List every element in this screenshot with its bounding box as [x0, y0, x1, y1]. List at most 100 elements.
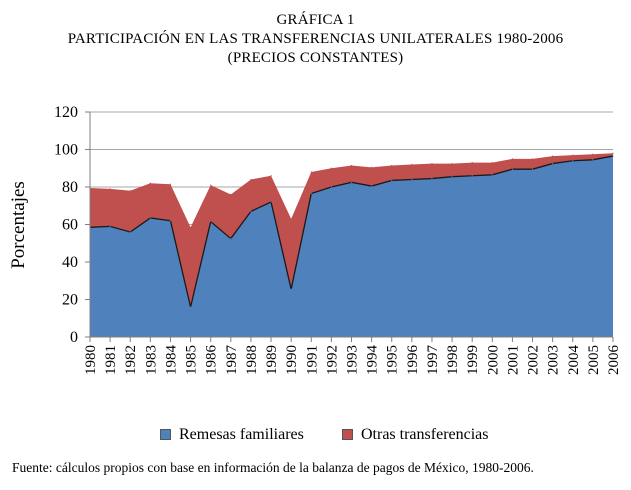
point-otras [330, 167, 332, 169]
y-tick-label: 100 [54, 142, 78, 159]
x-tick-label: 1988 [244, 345, 260, 375]
x-tick-label: 1987 [224, 345, 240, 376]
point-remesas [230, 237, 232, 240]
y-tick-labels: 0 20 40 60 80 100 120 [54, 104, 78, 346]
x-tick-label: 2001 [505, 345, 521, 375]
point-otras [290, 218, 292, 220]
x-tick-label: 1990 [284, 345, 300, 375]
point-otras [230, 193, 232, 196]
point-remesas [592, 159, 594, 161]
y-tick-label: 0 [70, 329, 78, 346]
stacked-area-chart: 0 20 40 60 80 100 120 1980 1981 1982 1983 1984 1985… [8, 104, 622, 376]
x-tick-label: 1994 [365, 345, 381, 376]
x-tick-label: 2005 [586, 345, 602, 375]
point-remesas [491, 174, 493, 176]
point-otras [511, 158, 514, 160]
chart-title: PARTICIPACIÓN EN LAS TRANSFERENCIAS UNIL… [67, 31, 564, 47]
point-otras [471, 162, 473, 164]
point-remesas [531, 168, 534, 170]
point-remesas [451, 176, 453, 178]
series-areas [89, 152, 614, 337]
point-otras [149, 182, 151, 184]
point-remesas [169, 220, 172, 222]
point-remesas [371, 185, 373, 187]
x-tick-label: 1985 [184, 345, 200, 375]
x-tick-label: 1998 [445, 345, 461, 375]
point-remesas [572, 160, 574, 162]
point-otras [451, 162, 453, 165]
x-tick-label: 2002 [526, 345, 542, 375]
chart-subtitle: (PRECIOS CONSTANTES) [227, 50, 404, 66]
point-otras [572, 154, 574, 156]
legend-item-otras: Otras transferencias [342, 426, 489, 444]
point-remesas [330, 186, 332, 188]
x-tick-label: 1983 [143, 345, 159, 375]
point-remesas [350, 181, 353, 183]
y-axis-label: Porcentajes [8, 181, 29, 269]
point-remesas [210, 221, 212, 223]
point-otras [109, 188, 111, 190]
x-tick-label: 2003 [546, 345, 562, 375]
legend-swatch-remesas [160, 428, 171, 440]
x-tick-label: 1995 [385, 345, 401, 375]
x-tick-label: 1984 [163, 345, 179, 376]
point-remesas [552, 162, 554, 165]
legend-swatch-otras [342, 428, 353, 440]
point-remesas [149, 217, 151, 219]
x-tick-label: 1989 [264, 345, 280, 375]
x-tick-label: 1993 [345, 345, 361, 375]
point-otras [189, 226, 192, 228]
point-otras [371, 166, 373, 168]
x-tick-label: 1999 [465, 345, 481, 375]
point-remesas [109, 225, 111, 227]
point-otras [310, 171, 312, 173]
area-otras [90, 153, 613, 307]
point-otras [391, 164, 393, 167]
point-otras [270, 175, 272, 177]
x-tick-label: 1996 [405, 345, 421, 376]
point-remesas [411, 178, 413, 181]
area-remesas [90, 156, 613, 337]
point-otras [210, 184, 212, 186]
point-remesas [290, 288, 292, 290]
point-remesas [612, 155, 614, 157]
x-tick-label: 1992 [324, 345, 340, 375]
point-otras [531, 158, 534, 160]
point-otras [431, 162, 433, 165]
point-otras [592, 153, 594, 155]
x-tick-labels: 1980 1981 1982 1983 1984 1985 1986 1987 1988 1989… [83, 345, 622, 376]
x-tick-label: 1981 [103, 345, 119, 375]
y-tick-label: 120 [54, 104, 78, 121]
point-remesas [431, 177, 433, 180]
legend-item-remesas: Remesas familiares [160, 426, 304, 444]
point-otras [250, 178, 252, 181]
x-tick-label: 2004 [566, 345, 582, 376]
y-tick-label: 80 [62, 179, 78, 196]
x-tick-label: 2000 [485, 345, 501, 375]
point-otras [491, 162, 493, 164]
y-tick-label: 40 [62, 254, 78, 271]
point-remesas [471, 175, 473, 177]
point-remesas [391, 179, 393, 182]
source-note: Fuente: cálculos propios con base en inf… [12, 460, 534, 475]
chart-label: GRÁFICA 1 [276, 12, 355, 28]
point-otras [411, 163, 413, 166]
point-remesas [511, 168, 514, 170]
point-remesas [310, 192, 312, 195]
point-otras [129, 190, 131, 192]
legend-label-otras: Otras transferencias [361, 426, 489, 443]
x-tick-label: 1986 [204, 345, 220, 376]
x-tick-label: 1997 [425, 345, 441, 376]
point-otras [350, 164, 353, 167]
point-otras [169, 183, 172, 185]
y-tick-label: 20 [62, 292, 78, 309]
legend-label-remesas: Remesas familiares [179, 426, 304, 443]
x-tick-label: 1980 [83, 345, 99, 375]
point-otras [552, 155, 554, 157]
point-remesas [129, 231, 131, 233]
point-remesas [270, 201, 272, 203]
x-tick-label: 2006 [606, 345, 622, 376]
axes [85, 111, 614, 342]
x-tick-label: 1982 [123, 345, 139, 375]
x-tick-label: 1991 [304, 345, 320, 375]
